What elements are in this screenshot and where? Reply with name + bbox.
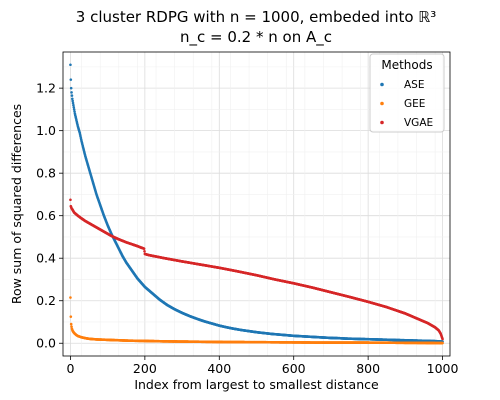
data-point [69,315,73,318]
x-tick-label: 1000 [427,361,459,376]
plot-frame [62,51,451,357]
chart-title: 3 cluster RDPG with n = 1000, embeded in… [76,8,436,47]
data-point [69,198,72,202]
legend-marker [380,82,384,87]
y-tick-label: 0.0 [36,336,56,351]
data-point [72,103,75,107]
y-tick-label: 0.8 [36,166,56,181]
data-point [69,78,73,81]
chart-title-line-1: 3 cluster RDPG with n = 1000, embeded in… [76,8,436,26]
data-point [70,325,73,328]
data-point [142,247,146,250]
x-tick-label: 600 [282,361,306,376]
legend: Methods ASE GEE VGAE [369,53,445,133]
data-point [70,91,73,94]
data-point [71,97,74,101]
x-tick-label: 400 [207,361,231,376]
y-tick-label: 0.4 [36,251,56,266]
x-axis-label: Index from largest to smallest distance [134,377,379,392]
axes: 0 200 400 600 800 1000 0.0 0.2 0.4 0.6 0.8 1.0 1.2 [36,81,458,376]
data-point [71,99,74,103]
y-tick-label: 0.2 [36,293,56,308]
y-tick-label: 1.2 [36,81,56,96]
legend-item-label: VGAE [404,117,433,129]
x-tick-label: 800 [356,361,380,376]
series-ase [69,63,444,343]
data-point [72,105,76,109]
y-tick-label: 0.6 [36,208,56,223]
data-point [71,101,75,105]
data-point [69,322,73,326]
data-point [72,108,76,111]
data-point [143,250,146,253]
x-tick-label: 200 [133,361,157,376]
y-tick-label: 1.0 [36,123,56,138]
legend-marker [380,120,384,125]
legend-marker [380,101,384,106]
data-point [69,86,73,90]
data-point [70,94,74,97]
legend-title: Methods [381,58,432,72]
data-point [441,341,444,345]
y-axis-label: Row sum of squared differences [9,104,24,304]
chart-title-line-2: n_c = 0.2 * n on A_c [180,28,332,47]
legend-item-label: ASE [404,79,424,91]
x-tick-label: 0 [66,361,74,376]
legend-box [369,53,445,133]
data-point [69,63,72,67]
series-vgae [69,198,444,341]
data-point [69,296,72,299]
data-point [441,337,444,341]
series-gee [69,296,444,345]
data-points [69,63,444,345]
legend-item-label: GEE [404,98,425,110]
data-point [73,110,76,113]
